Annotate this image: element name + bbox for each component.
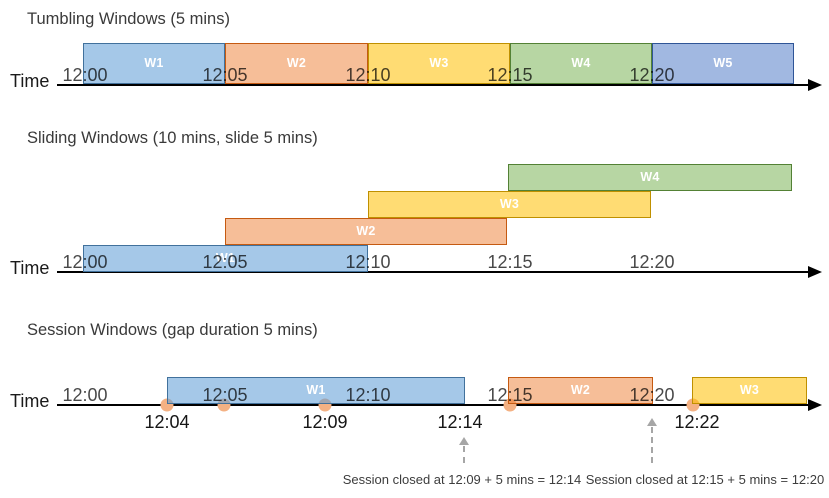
tumbling-windows-title: Tumbling Windows (5 mins): [27, 10, 230, 28]
tumbling-tick-1220: 12:20: [629, 65, 675, 85]
sliding-tick-1205: 12:05: [202, 252, 248, 272]
sliding-tick-1210: 12:10: [345, 252, 391, 272]
session-tick-1210: 12:10: [345, 385, 391, 405]
sliding-window-label-w3: W3: [499, 197, 520, 211]
session-time-label-1222: 12:22: [674, 412, 720, 432]
sliding-window-label-w4: W4: [640, 170, 660, 184]
session-time-label-1204: 12:04: [144, 412, 190, 432]
session-tick-1220: 12:20: [629, 385, 675, 405]
sliding-time-axis-label: Time: [10, 258, 50, 278]
tumbling-tick-1200: 12:00: [62, 65, 108, 85]
session-window-label-w2: W2: [570, 383, 591, 397]
sliding-window-label-w2: W2: [356, 224, 376, 238]
sliding-window-w3: W3: [368, 191, 651, 218]
tumbling-window-w2: W2: [225, 43, 368, 84]
sliding-axis-line: [57, 271, 808, 273]
session-window-label-w3: W3: [739, 383, 760, 397]
session-time-label-1209: 12:09: [302, 412, 348, 432]
session-tick-1200: 12:00: [62, 385, 108, 405]
session-tick-1215: 12:15: [487, 385, 533, 405]
session-axis-line: [57, 404, 808, 406]
session-callout-dashed-line-2: [651, 427, 653, 463]
tumbling-time-axis-label: Time: [10, 71, 50, 91]
tumbling-window-label-w1: W1: [144, 56, 164, 70]
sliding-window-w1: W1: [83, 245, 368, 272]
tumbling-window-label-w2: W2: [286, 56, 307, 70]
sliding-window-label-w1: W1: [215, 251, 236, 265]
sliding-tick-1200: 12:00: [62, 252, 108, 272]
tumbling-window-w1: W1: [83, 43, 225, 84]
tumbling-axis-line: [57, 84, 808, 86]
sliding-window-w4: W4: [508, 164, 792, 191]
session-window-w2: W2: [508, 377, 653, 404]
session-annotation-1: Session closed at 12:09 + 5 mins = 12:14: [342, 472, 582, 487]
sliding-axis-arrowhead-icon: [808, 266, 822, 278]
tumbling-window-label-w5: W5: [713, 56, 733, 70]
session-time-label-1214: 12:14: [437, 412, 483, 432]
tumbling-window-label-w3: W3: [429, 56, 449, 70]
session-callout-arrowhead-icon-1: [459, 437, 469, 445]
sliding-windows-title: Sliding Windows (10 mins, slide 5 mins): [27, 129, 318, 147]
session-time-axis-label: Time: [10, 391, 50, 411]
tumbling-tick-1210: 12:10: [345, 65, 391, 85]
tumbling-window-w3: W3: [368, 43, 510, 84]
sliding-tick-1220: 12:20: [629, 252, 675, 272]
session-windows-title: Session Windows (gap duration 5 mins): [27, 321, 318, 339]
tumbling-axis-arrowhead-icon: [808, 79, 822, 91]
tumbling-tick-1205: 12:05: [202, 65, 248, 85]
session-window-label-w1: W1: [306, 383, 326, 397]
sliding-window-w2: W2: [225, 218, 507, 245]
tumbling-window-w5: W5: [652, 43, 794, 84]
session-callout-arrowhead-icon-2: [647, 418, 657, 426]
tumbling-tick-1215: 12:15: [487, 65, 533, 85]
session-axis-arrowhead-icon: [808, 399, 822, 411]
tumbling-window-w4: W4: [510, 43, 652, 84]
session-annotation-2: Session closed at 12:15 + 5 mins = 12:20: [585, 472, 825, 487]
session-tick-1205: 12:05: [202, 385, 248, 405]
sliding-tick-1215: 12:15: [487, 252, 533, 272]
session-window-w1: W1: [167, 377, 465, 404]
tumbling-window-label-w4: W4: [571, 56, 591, 70]
session-callout-dashed-line-1: [463, 446, 465, 463]
session-window-w3: W3: [692, 377, 807, 404]
